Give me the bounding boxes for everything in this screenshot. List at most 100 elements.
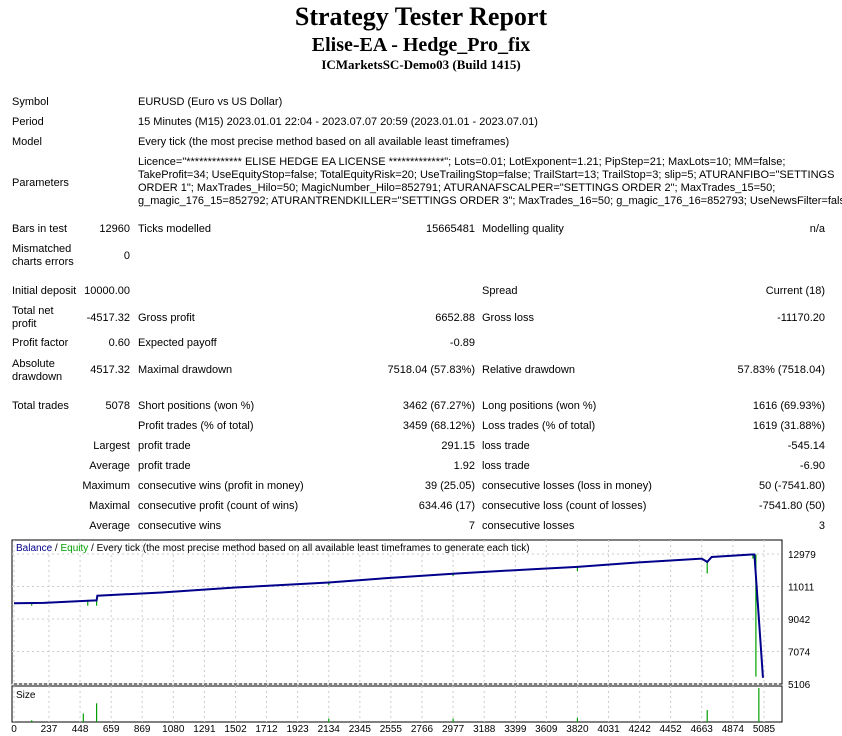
- lt: 1619 (31.88%): [752, 420, 825, 432]
- abs-label2: drawdown: [12, 371, 63, 383]
- balance-chart: 0 237 448 659 869 1080 1291 1502 1712 1923 2134 234…: [11, 539, 816, 735]
- symbol: EURUSD (Euro vs US Dollar): [138, 96, 283, 108]
- report-server: ICMarketsSC-Demo03 (Build 1415): [321, 57, 521, 72]
- parameters-line: TakeProfit=34; UseEquityStop=false; Tota…: [138, 169, 835, 181]
- bars-label: Bars in test: [12, 223, 68, 235]
- pf: 0.60: [108, 337, 130, 349]
- alt: -6.90: [799, 460, 825, 472]
- x-tick-label: 3399: [504, 724, 527, 735]
- x-tick-label: 4663: [691, 724, 714, 735]
- mcw: 39 (25.05): [424, 480, 475, 492]
- y-tick-label: 11011: [788, 582, 815, 593]
- x-tick-label: 3609: [535, 724, 558, 735]
- abs-label1: Absolute: [12, 358, 55, 370]
- y-tick-label: 12979: [788, 550, 816, 561]
- net: -4517.32: [86, 312, 130, 324]
- gross-loss-label: Gross loss: [482, 312, 534, 324]
- y-tick-label: 7074: [788, 648, 811, 659]
- gross-profit: 6652.88: [435, 312, 475, 324]
- net-label1: Total net: [12, 305, 54, 317]
- symbol-label: Symbol: [12, 96, 49, 108]
- acl-label: consecutive losses: [482, 520, 575, 532]
- legend-equity: Equity: [60, 543, 88, 554]
- gross-profit-label: Gross profit: [138, 312, 195, 324]
- pt: 3459 (68.12%): [402, 420, 475, 432]
- parameters-label: Parameters: [12, 177, 69, 189]
- reldd-label: Relative drawdown: [482, 364, 575, 376]
- mcw-label: consecutive wins (profit in money): [138, 480, 304, 492]
- x-tick-label: 1080: [162, 724, 185, 735]
- deposit-label: Initial deposit: [12, 285, 77, 297]
- mclc: -7541.80 (50): [758, 500, 825, 512]
- abs: 4517.32: [90, 364, 130, 376]
- model-label: Model: [12, 136, 42, 148]
- model: Every tick (the most precise method base…: [138, 136, 510, 148]
- short: 3462 (67.27%): [402, 400, 475, 412]
- mismatch-label1: Mismatched: [12, 243, 72, 255]
- mismatch: 0: [123, 250, 130, 262]
- trades-label: Total trades: [12, 400, 69, 412]
- mcp: 634.46 (17): [418, 500, 475, 512]
- mclc-label: consecutive loss (count of losses): [482, 500, 647, 512]
- x-tick-label: 659: [103, 724, 120, 735]
- x-tick-label: 869: [134, 724, 151, 735]
- balance-line: [13, 553, 764, 678]
- spread: Current (18): [765, 285, 825, 297]
- acl: 3: [818, 520, 825, 532]
- net-label2: profit: [12, 318, 37, 330]
- apt-label: profit trade: [138, 460, 191, 472]
- mcl-label: consecutive losses (loss in money): [482, 480, 652, 492]
- main-plot-frame: [11, 539, 783, 685]
- lpt-label: profit trade: [138, 440, 191, 452]
- reldd: 57.83% (7518.04): [737, 364, 825, 376]
- x-tick-label: 1923: [287, 724, 310, 735]
- quality: n/a: [809, 223, 825, 235]
- legend-sep1: /: [52, 543, 60, 554]
- trades: 5078: [105, 400, 130, 412]
- y-tick-label: 5106: [788, 680, 811, 691]
- x-tick-label: 1712: [255, 724, 278, 735]
- maximum-label: Maximum: [82, 480, 130, 492]
- x-tick-label: 2555: [380, 724, 403, 735]
- pt-label: Profit trades (% of total): [138, 420, 254, 432]
- legend-rest: / Every tick (the most precise method ba…: [88, 543, 529, 554]
- parameters-line: g_magic_176_15=852792; ATURANTRENDKILLER…: [138, 195, 842, 207]
- llt: -545.14: [787, 440, 825, 452]
- report-title: Strategy Tester Report: [294, 2, 548, 31]
- chart-legend: Balance / Equity / Every tick (the most …: [16, 543, 530, 554]
- period-label: Period: [12, 116, 44, 128]
- bars: 12960: [99, 223, 130, 235]
- legend-balance: Balance: [16, 543, 53, 554]
- acw-label: consecutive wins: [138, 520, 222, 532]
- x-tick-label: 448: [72, 724, 89, 735]
- x-tick-label: 237: [41, 724, 58, 735]
- apt: 1.92: [453, 460, 475, 472]
- payoff-label: Expected payoff: [138, 337, 217, 349]
- x-tick-label: 2766: [411, 724, 434, 735]
- maxdd: 7518.04 (57.83%): [387, 364, 475, 376]
- gross-loss: -11170.20: [777, 312, 825, 324]
- parameters-line: ORDER 1"; MaxTrades_Hilo=50; MagicNumber…: [138, 182, 776, 194]
- report-subtitle: Elise-EA - Hedge_Pro_fix: [311, 34, 531, 56]
- lt-label: Loss trades (% of total): [482, 420, 596, 432]
- average2-label: Average: [89, 520, 130, 532]
- short-label: Short positions (won %): [138, 400, 255, 412]
- x-tick-label: 3820: [566, 724, 589, 735]
- average-label: Average: [89, 460, 130, 472]
- x-tick-label: 4874: [722, 724, 745, 735]
- x-tick-label: 5085: [753, 724, 776, 735]
- acw: 7: [468, 520, 475, 532]
- x-tick-label: 2977: [442, 724, 465, 735]
- x-tick-label: 3188: [473, 724, 496, 735]
- x-tick-label: 4031: [597, 724, 620, 735]
- mcl: 50 (-7541.80): [758, 480, 825, 492]
- mcp-label: consecutive profit (count of wins): [138, 500, 299, 512]
- payoff: -0.89: [449, 337, 475, 349]
- ticks-label: Ticks modelled: [138, 223, 211, 235]
- x-tick-label: 2345: [349, 724, 372, 735]
- parameters-line: Licence="************* ELISE HEDGE EA LI…: [138, 156, 786, 168]
- largest-label: Largest: [93, 440, 130, 452]
- size-label: Size: [16, 690, 36, 701]
- x-tick-label: 4452: [660, 724, 683, 735]
- size-plot-frame: [11, 685, 783, 723]
